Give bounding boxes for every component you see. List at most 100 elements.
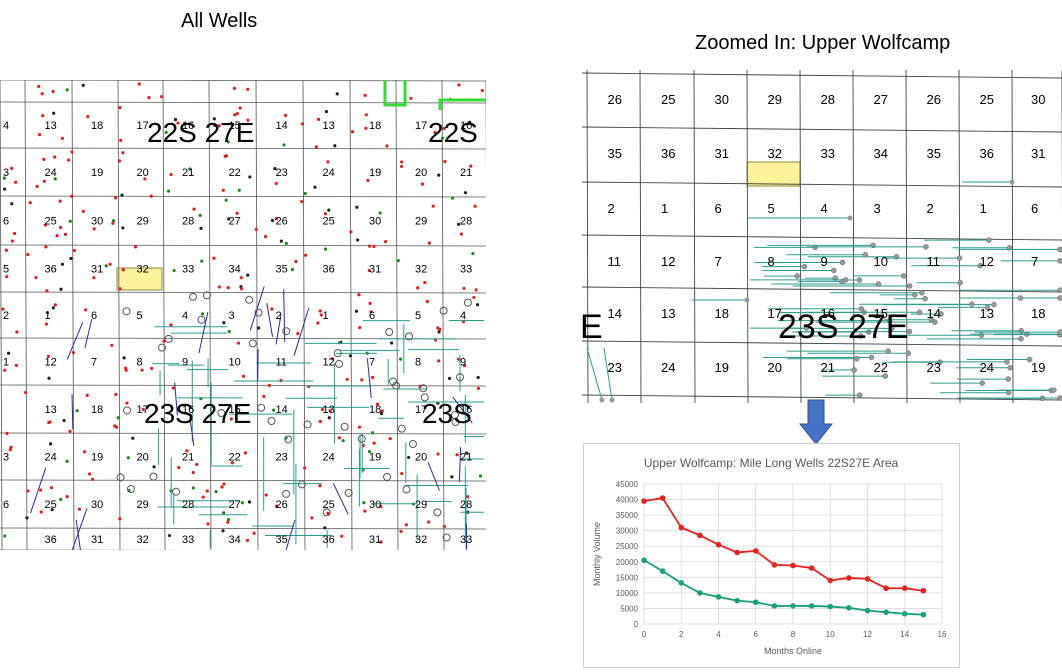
well-marker [76,409,79,412]
well-marker [5,432,8,435]
well-marker [364,127,367,130]
well-marker [405,523,408,526]
well-marker [451,196,454,199]
well-marker [59,226,62,229]
well-marker [236,212,239,215]
well-marker [64,233,67,236]
well-marker [114,196,117,199]
well-marker [319,420,322,423]
well-marker [372,245,375,248]
well-marker [92,276,95,279]
township-label: 22S [428,117,478,148]
section-number: 14 [276,404,288,416]
section-number: 10 [874,254,888,269]
well-marker [246,539,249,542]
well-marker [82,210,85,213]
well-marker [390,341,393,344]
well-marker [10,167,13,170]
well-marker [37,85,40,88]
well-marker [389,437,392,440]
section-number: 31 [91,264,103,276]
section-number: 14 [608,306,622,321]
well-marker [268,384,271,387]
well-marker [152,465,155,468]
section-number: 4 [3,120,9,132]
well-marker [355,206,358,209]
well-marker [125,401,128,404]
y-tick-label: 5000 [620,604,638,613]
well-marker [195,463,198,466]
well-marker [365,113,368,116]
section-number: 5 [3,264,9,276]
section-number: 34 [874,146,888,161]
well-marker [355,310,358,313]
well-marker [407,456,410,459]
section-number: 33 [821,146,835,161]
well-marker [854,356,859,361]
well-marker [134,245,137,248]
section-number: 8 [415,357,421,369]
well-marker [225,154,228,157]
well-marker [14,181,17,184]
section-number: 25 [323,499,335,511]
well-marker [364,94,367,97]
well-marker [3,369,6,372]
data-point [865,608,871,614]
well-marker [48,420,51,423]
well-marker [279,379,282,382]
well-marker [69,257,72,260]
well-marker [481,89,484,92]
section-number: 28 [821,92,835,107]
data-point [921,588,927,594]
well-marker [212,257,215,260]
section-number: 6 [715,201,722,216]
well-marker [25,516,28,519]
section-number: 30 [91,499,103,511]
well-marker [265,493,268,496]
well-marker [399,358,402,361]
section-number: 24 [323,452,335,464]
section-number: 27 [229,499,241,511]
well-marker [3,187,6,190]
well-marker [368,245,371,248]
township-label: 23S 27E [144,398,251,429]
well-marker [848,216,853,221]
well-marker [385,144,388,147]
y-axis-label: Monthly Volume [592,522,602,586]
well-marker [315,145,318,148]
section-number: 28 [182,216,194,228]
well-marker [227,286,230,289]
well-marker [240,276,243,279]
section-number: 31 [91,534,103,546]
section-number: 28 [460,216,472,228]
data-point [809,565,815,571]
well-marker [68,430,71,433]
section-number: 11 [608,254,622,269]
well-marker [221,529,224,532]
section-number: 13 [45,404,57,416]
section-number: 6 [3,216,9,228]
section-number: 4 [821,201,828,216]
section-number: 12 [661,254,675,269]
well-marker [110,344,113,347]
x-tick-label: 2 [679,630,684,639]
well-marker [246,273,249,276]
data-point [734,598,740,604]
well-marker [476,303,479,306]
section-number: 35 [927,146,941,161]
well-marker [901,273,906,278]
well-marker [55,234,58,237]
well-marker [200,260,203,263]
section-number: 1 [45,310,51,322]
well-marker [118,106,121,109]
section-number: 32 [137,264,149,276]
well-marker [399,530,402,533]
well-marker [338,436,341,439]
well-marker [802,264,807,269]
section-number: 18 [369,120,381,132]
well-marker [118,517,121,520]
all-wells-title: All Wells [181,10,257,33]
well-marker [906,351,911,356]
